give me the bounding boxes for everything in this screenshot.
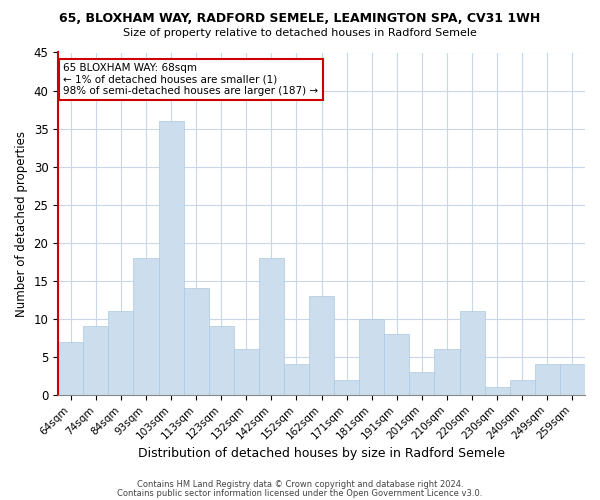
Bar — [58, 342, 83, 395]
Bar — [284, 364, 309, 395]
Bar — [133, 258, 158, 395]
Bar — [158, 121, 184, 395]
Text: 65, BLOXHAM WAY, RADFORD SEMELE, LEAMINGTON SPA, CV31 1WH: 65, BLOXHAM WAY, RADFORD SEMELE, LEAMING… — [59, 12, 541, 26]
Bar — [434, 349, 460, 395]
Bar — [485, 388, 510, 395]
X-axis label: Distribution of detached houses by size in Radford Semele: Distribution of detached houses by size … — [138, 447, 505, 460]
Bar — [560, 364, 585, 395]
Text: Contains HM Land Registry data © Crown copyright and database right 2024.: Contains HM Land Registry data © Crown c… — [137, 480, 463, 489]
Bar — [334, 380, 359, 395]
Bar — [510, 380, 535, 395]
Text: Size of property relative to detached houses in Radford Semele: Size of property relative to detached ho… — [123, 28, 477, 38]
Bar — [359, 319, 384, 395]
Y-axis label: Number of detached properties: Number of detached properties — [15, 130, 28, 316]
Text: Contains public sector information licensed under the Open Government Licence v3: Contains public sector information licen… — [118, 488, 482, 498]
Bar — [83, 326, 109, 395]
Text: 65 BLOXHAM WAY: 68sqm
← 1% of detached houses are smaller (1)
98% of semi-detach: 65 BLOXHAM WAY: 68sqm ← 1% of detached h… — [64, 63, 319, 96]
Bar — [384, 334, 409, 395]
Bar — [409, 372, 434, 395]
Bar — [209, 326, 234, 395]
Bar — [460, 311, 485, 395]
Bar — [184, 288, 209, 395]
Bar — [259, 258, 284, 395]
Bar — [234, 349, 259, 395]
Bar — [109, 311, 133, 395]
Bar — [309, 296, 334, 395]
Bar — [535, 364, 560, 395]
